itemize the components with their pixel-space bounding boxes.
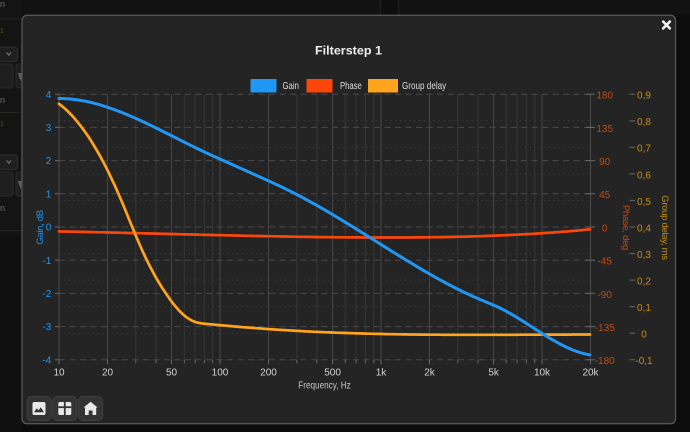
svg-text:Filterstep 1: Filterstep 1 xyxy=(315,44,382,58)
svg-text:-0,1: -0,1 xyxy=(635,356,653,367)
svg-text:2: 2 xyxy=(46,156,52,167)
svg-text:50: 50 xyxy=(166,368,178,379)
svg-text:Phase, deg: Phase, deg xyxy=(620,205,631,250)
svg-text:10: 10 xyxy=(53,368,65,379)
svg-text:1: 1 xyxy=(46,189,52,200)
svg-text:3: 3 xyxy=(46,123,52,134)
svg-text:-45: -45 xyxy=(597,257,612,268)
svg-text:-3: -3 xyxy=(42,322,51,333)
svg-text:0,1: 0,1 xyxy=(637,303,651,314)
svg-text:4: 4 xyxy=(46,90,52,101)
svg-text:Group delay: Group delay xyxy=(402,81,446,92)
svg-text:0,2: 0,2 xyxy=(637,277,651,288)
svg-text:5k: 5k xyxy=(488,368,500,379)
svg-text:2k: 2k xyxy=(424,368,436,379)
svg-text:20: 20 xyxy=(102,368,114,379)
svg-text:1k: 1k xyxy=(376,368,388,379)
svg-text:Gain: Gain xyxy=(283,81,299,92)
svg-text:-1: -1 xyxy=(42,256,51,267)
svg-text:Phase: Phase xyxy=(340,81,362,92)
svg-text:0: 0 xyxy=(602,223,608,234)
svg-text:1: 1 xyxy=(0,121,4,128)
svg-text:-2: -2 xyxy=(42,289,51,300)
svg-text:0,8: 0,8 xyxy=(637,117,651,128)
svg-text:0: 0 xyxy=(641,330,647,341)
svg-text:10k: 10k xyxy=(534,368,551,379)
svg-text:n: n xyxy=(0,203,5,213)
svg-text:0,5: 0,5 xyxy=(637,197,651,208)
svg-text:1: 1 xyxy=(0,28,4,35)
svg-text:-90: -90 xyxy=(597,290,612,301)
svg-text:0: 0 xyxy=(46,223,52,234)
svg-text:45: 45 xyxy=(599,190,611,201)
svg-text:100: 100 xyxy=(212,368,229,379)
svg-text:20k: 20k xyxy=(582,368,599,379)
svg-text:Frequency, Hz: Frequency, Hz xyxy=(298,380,351,391)
svg-text:0,6: 0,6 xyxy=(637,170,651,181)
svg-text:0,7: 0,7 xyxy=(637,144,651,155)
svg-text:n: n xyxy=(0,95,5,105)
svg-text:180: 180 xyxy=(596,91,613,102)
svg-text:0,3: 0,3 xyxy=(637,250,651,261)
svg-text:Gain, dB: Gain, dB xyxy=(35,210,46,245)
svg-text:90: 90 xyxy=(599,157,611,168)
svg-text:n: n xyxy=(0,0,5,9)
svg-text:500: 500 xyxy=(324,368,341,379)
svg-text:135: 135 xyxy=(596,124,613,135)
svg-text:Group delay, ms: Group delay, ms xyxy=(659,195,670,260)
svg-text:-4: -4 xyxy=(42,355,51,366)
svg-text:200: 200 xyxy=(260,368,277,379)
svg-text:0,4: 0,4 xyxy=(637,223,651,234)
svg-text:-180: -180 xyxy=(595,356,615,367)
svg-text:0,9: 0,9 xyxy=(637,91,651,102)
svg-text:-135: -135 xyxy=(595,323,615,334)
